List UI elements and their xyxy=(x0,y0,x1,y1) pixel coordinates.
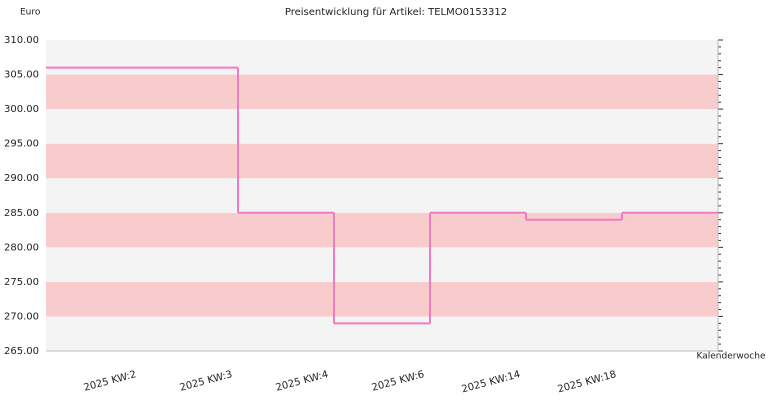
x-tick-label: 2025 KW:18 xyxy=(557,369,618,395)
x-tick-label: 2025 KW:2 xyxy=(83,369,138,394)
band xyxy=(46,178,718,213)
y-tick-label: 275.00 xyxy=(4,277,39,288)
band xyxy=(46,212,718,248)
x-tick-label: 2025 KW:14 xyxy=(461,369,522,395)
band xyxy=(46,281,718,317)
chart-title: Preisentwicklung für Artikel: TELMO01533… xyxy=(285,7,507,18)
band xyxy=(46,316,718,351)
y-tick-label: 270.00 xyxy=(4,311,39,322)
band xyxy=(46,109,718,144)
band xyxy=(46,143,718,179)
x-tick-label: 2025 KW:4 xyxy=(275,369,330,394)
y-axis-label: Euro xyxy=(20,8,41,18)
y-tick-label: 280.00 xyxy=(4,242,39,253)
y-tick-label: 310.00 xyxy=(4,35,39,46)
y-tick-label: 305.00 xyxy=(4,70,39,81)
x-tick-label: 2025 KW:3 xyxy=(179,369,234,394)
y-tick-label: 295.00 xyxy=(4,139,39,150)
y-tick-label: 265.00 xyxy=(4,346,39,357)
y-tick-label: 290.00 xyxy=(4,173,39,184)
band xyxy=(46,74,718,110)
y-tick-label: 285.00 xyxy=(4,208,39,219)
x-axis-label: Kalenderwoche xyxy=(696,352,765,362)
band xyxy=(46,247,718,282)
band xyxy=(46,40,718,75)
x-tick-label: 2025 KW:6 xyxy=(371,369,426,394)
y-tick-label: 300.00 xyxy=(4,104,39,115)
